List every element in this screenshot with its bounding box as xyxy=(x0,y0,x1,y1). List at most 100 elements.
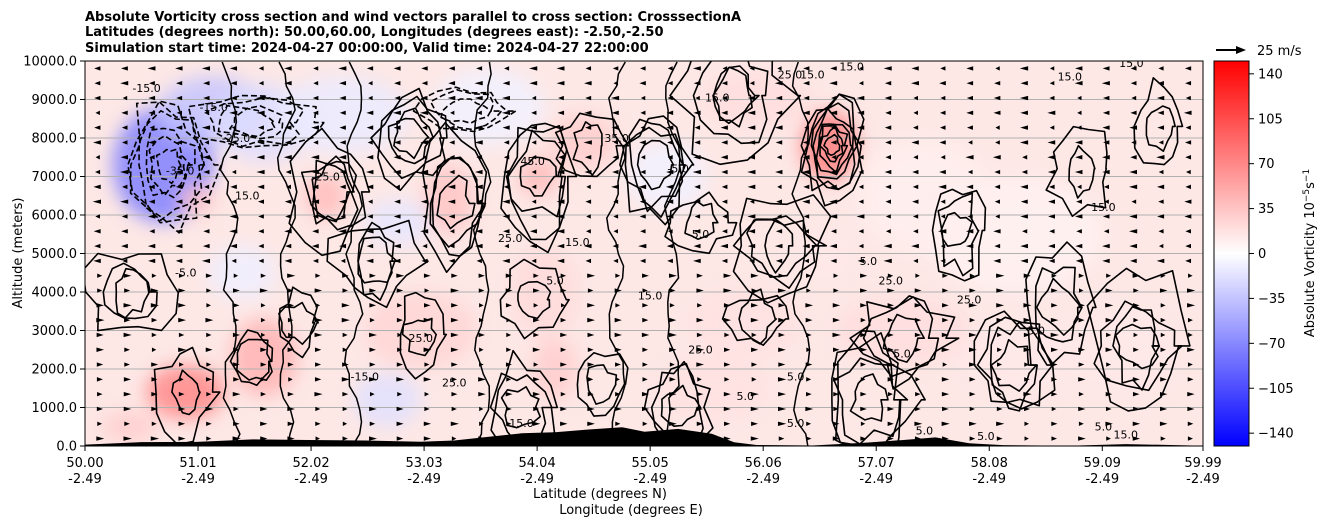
contour-positive xyxy=(636,139,675,191)
wind-arrow-icon xyxy=(1185,125,1191,130)
wind-arrow-icon xyxy=(369,421,376,426)
wind-arrow-icon xyxy=(95,155,100,160)
wind-arrow-icon xyxy=(966,66,974,71)
wind-arrow-icon xyxy=(860,332,867,338)
wind-arrow-icon xyxy=(1187,362,1193,367)
contour-positive xyxy=(507,129,567,218)
contour-positive xyxy=(586,364,618,405)
wind-arrow-icon xyxy=(884,81,892,86)
wind-arrow-icon xyxy=(667,155,673,160)
wind-arrow-icon xyxy=(722,214,728,219)
wind-arrow-icon xyxy=(857,110,865,116)
contour-positive xyxy=(300,160,359,231)
contour-positive xyxy=(849,296,960,378)
contour-label: 5.0 xyxy=(546,274,564,287)
contour-positive xyxy=(684,200,719,240)
wind-arrow-icon xyxy=(775,258,783,264)
wind-arrow-icon xyxy=(314,288,323,293)
wind-arrow-icon xyxy=(858,155,864,160)
contour-positive xyxy=(357,221,396,301)
contour-positive xyxy=(1133,77,1184,166)
wind-arrow-icon xyxy=(696,391,704,397)
wind-arrow-icon xyxy=(1050,332,1059,338)
wind-arrow-icon xyxy=(231,125,237,130)
wind-arrow-icon xyxy=(93,184,101,190)
contour-positive xyxy=(643,362,714,446)
wind-arrow-icon xyxy=(201,199,211,204)
wind-arrow-icon xyxy=(833,273,839,278)
wind-arrow-icon xyxy=(1160,332,1166,338)
wind-arrow-icon xyxy=(587,288,594,293)
wind-arrow-icon xyxy=(1020,184,1028,190)
wind-arrow-icon xyxy=(368,199,373,204)
wind-arrow-icon xyxy=(829,81,838,86)
wind-arrow-icon xyxy=(1077,110,1082,116)
wind-arrow-icon xyxy=(667,95,673,101)
contour-label: 15.0 xyxy=(705,91,730,104)
wind-arrow-icon xyxy=(1078,317,1085,323)
contour-positive xyxy=(732,194,832,304)
wind-arrow-icon xyxy=(1105,421,1113,426)
wind-arrow-icon xyxy=(124,347,130,352)
wind-arrow-icon xyxy=(995,66,1000,71)
wind-arrow-icon xyxy=(1103,229,1110,234)
wind-arrow-icon xyxy=(285,95,292,101)
wind-arrow-icon xyxy=(96,332,104,338)
wind-arrow-icon xyxy=(560,303,566,308)
wind-arrow-icon xyxy=(996,303,1005,308)
wind-arrow-icon xyxy=(229,155,238,160)
wind-arrow-icon xyxy=(422,243,428,249)
wind-arrow-icon xyxy=(505,303,512,308)
wind-arrow-icon xyxy=(557,184,564,190)
wind-arrow-icon xyxy=(149,81,155,86)
wind-arrow-icon xyxy=(860,421,866,426)
wind-arrow-icon xyxy=(421,66,428,71)
wind-arrow-icon xyxy=(175,229,183,234)
wind-arrow-icon xyxy=(587,332,595,338)
wind-arrow-icon xyxy=(1185,95,1191,101)
wind-arrow-icon xyxy=(312,184,319,190)
wind-arrow-icon xyxy=(393,155,401,160)
contour-positive xyxy=(1093,300,1183,392)
wind-arrow-icon xyxy=(340,258,346,264)
wind-arrow-icon xyxy=(1156,258,1165,264)
wind-arrow-icon xyxy=(260,362,267,367)
wind-arrow-icon xyxy=(966,95,973,101)
wind-arrow-icon xyxy=(694,199,701,204)
wind-arrow-icon xyxy=(833,421,840,426)
wind-arrow-icon xyxy=(533,362,539,367)
wind-arrow-icon xyxy=(423,436,431,441)
wind-arrow-icon xyxy=(393,140,401,145)
wind-arrow-icon xyxy=(613,214,619,219)
wind-arrow-icon xyxy=(231,169,237,175)
wind-arrow-icon xyxy=(148,199,155,204)
x-tick-label-lat: 55.05 xyxy=(632,456,669,471)
wind-arrow-icon xyxy=(887,362,896,367)
wind-arrow-icon xyxy=(1078,436,1086,441)
wind-arrow-icon xyxy=(1158,66,1164,71)
wind-arrow-icon xyxy=(396,288,404,293)
wind-arrow-icon xyxy=(315,406,321,412)
wind-arrow-icon xyxy=(777,406,787,412)
wind-arrow-icon xyxy=(505,273,513,278)
y-tick-label: 3000.0 xyxy=(32,324,78,339)
wind-arrow-icon xyxy=(1128,229,1138,234)
wind-arrow-icon xyxy=(506,332,512,338)
wind-arrow-icon xyxy=(369,332,377,338)
wind-arrow-icon xyxy=(369,303,377,308)
x-tick-label-lat: 51.01 xyxy=(179,456,216,471)
wind-arrow-icon xyxy=(696,406,703,412)
wind-arrow-icon xyxy=(311,243,319,249)
wind-arrow-icon xyxy=(556,66,565,71)
wind-arrow-icon xyxy=(642,377,648,382)
quiver-key-label: 25 m/s xyxy=(1257,44,1302,59)
x-tick-label-lon: -2.49 xyxy=(972,472,1006,487)
contour-positive xyxy=(1034,266,1083,343)
wind-arrow-icon xyxy=(1020,125,1028,130)
x-tick-label-lon: -2.49 xyxy=(859,472,893,487)
wind-arrow-icon xyxy=(1185,243,1192,249)
wind-arrow-icon xyxy=(451,377,458,382)
wind-arrow-icon xyxy=(284,66,292,71)
wind-arrow-icon xyxy=(587,391,594,397)
wind-arrow-icon xyxy=(723,303,731,308)
